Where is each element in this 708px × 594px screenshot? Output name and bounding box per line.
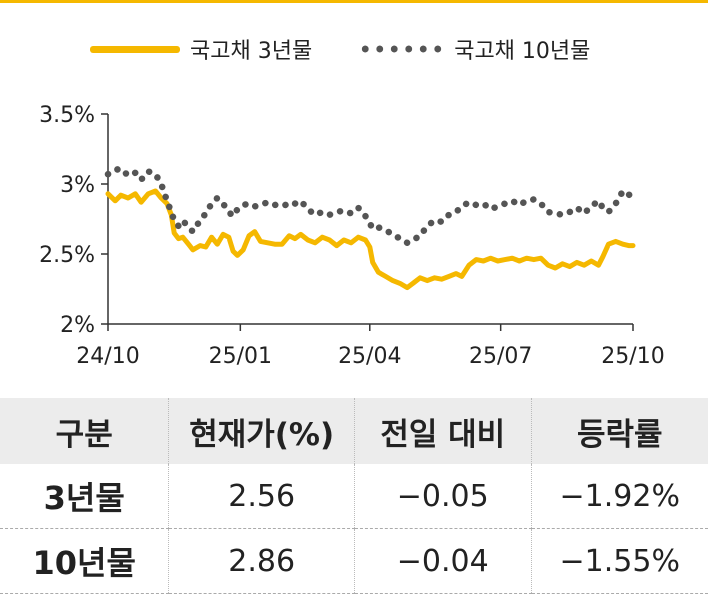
- legend-label-3y: 국고채 3년물: [190, 39, 313, 64]
- y-tick-label: 2%: [60, 313, 95, 338]
- chart-legend: 국고채 3년물 국고채 10년물: [90, 34, 636, 64]
- row-label: 10년물: [0, 528, 170, 594]
- cell-current-price: 2.56: [168, 464, 355, 529]
- table-row: 10년물 2.86 −0.04 −1.55%: [0, 528, 708, 594]
- x-tick-label: 25/04: [338, 344, 401, 369]
- x-tick-label: 25/07: [469, 344, 532, 369]
- legend-swatch-dotted: [358, 45, 445, 53]
- header-current-price: 현재가(%): [168, 398, 355, 464]
- header-category: 구분: [0, 398, 170, 464]
- legend-item-10y: 국고채 10년물: [358, 33, 590, 65]
- x-tick-label: 24/10: [76, 344, 139, 369]
- table-header-row: 구분 현재가(%) 전일 대비 등락률: [0, 398, 708, 464]
- series-line-10y: [104, 165, 637, 247]
- cell-change-rate: −1.92%: [531, 464, 708, 529]
- header-daily-change: 전일 대비: [354, 398, 532, 464]
- cell-change-rate: −1.55%: [531, 528, 708, 594]
- y-tick-label: 3%: [60, 173, 95, 198]
- series-line-3y: [105, 188, 636, 291]
- y-tick-label: 2.5%: [39, 243, 95, 268]
- cell-daily-change: −0.05: [354, 464, 532, 529]
- x-tick-label: 25/01: [209, 344, 272, 369]
- legend-swatch-solid: [90, 45, 180, 53]
- yield-summary-table: 구분 현재가(%) 전일 대비 등락률 3년물 2.56 −0.05 −1.92…: [0, 398, 708, 594]
- table-row: 3년물 2.56 −0.05 −1.92%: [0, 464, 708, 529]
- legend-item-3y: 국고채 3년물: [90, 33, 312, 65]
- row-label: 3년물: [0, 464, 170, 529]
- x-tick-label: 25/10: [601, 344, 664, 369]
- header-change-rate: 등락률: [531, 398, 708, 464]
- legend-label-10y: 국고채 10년물: [454, 39, 591, 64]
- top-accent-rule: [0, 0, 708, 3]
- yield-line-chart: 2% 2.5% 3% 3.5% 24/10 25/01 25/04 25/07 25/10: [39, 103, 665, 369]
- cell-daily-change: −0.04: [354, 528, 532, 594]
- cell-current-price: 2.86: [168, 528, 355, 594]
- y-tick-label: 3.5%: [39, 103, 95, 128]
